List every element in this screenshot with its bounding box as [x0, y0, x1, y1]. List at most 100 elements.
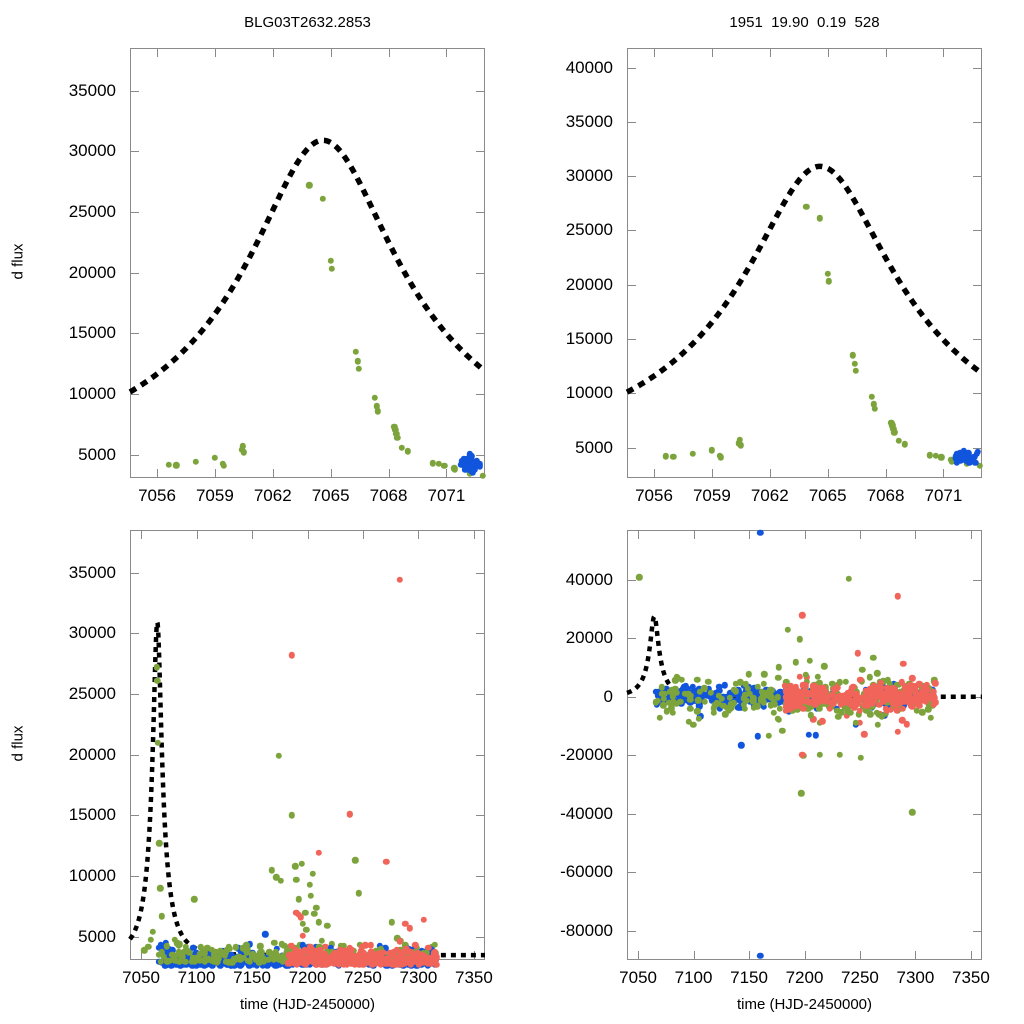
data-point-blue-survey — [469, 469, 476, 476]
y-tick-label-top-right-7: 40000 — [565, 57, 613, 77]
data-point-cadence — [869, 699, 876, 706]
data-point-cadence — [658, 684, 665, 691]
data-point-blue-survey — [190, 944, 197, 952]
data-point-cadence — [718, 695, 726, 702]
data-point-cadence — [701, 685, 708, 692]
data-point-green-survey — [281, 942, 288, 950]
data-point-cadence — [362, 953, 369, 960]
data-point-cadence — [883, 684, 891, 691]
data-point-cadence — [744, 685, 751, 693]
data-point-blue-survey — [262, 931, 269, 938]
data-point-cadence — [265, 956, 272, 963]
data-point-cadence — [360, 950, 367, 957]
data-point-cadence — [366, 954, 373, 962]
data-point-green-survey — [191, 896, 198, 903]
y-tick-label-bottom-right-4: 0 — [603, 686, 613, 706]
y-tick-label-top-right-6: 35000 — [565, 111, 613, 131]
data-point-red-survey — [396, 576, 403, 583]
data-point-green-survey — [240, 449, 248, 456]
data-point-cadence — [182, 958, 189, 965]
data-point-cadence — [318, 961, 325, 968]
data-point-cadence — [875, 711, 882, 718]
data-point-cadence — [312, 943, 319, 950]
data-point-cadence — [897, 694, 904, 702]
x-tick-label-top-left-0: 7056 — [138, 486, 176, 505]
data-point-cadence — [725, 706, 732, 714]
x-tick-top-right-3 — [827, 469, 829, 478]
data-point-cadence — [293, 961, 300, 968]
data-point-green-survey — [303, 926, 310, 933]
data-point-cadence — [283, 955, 290, 963]
data-point-cadence — [742, 691, 749, 698]
data-point-cadence — [810, 692, 818, 700]
data-point-green-survey — [441, 462, 448, 470]
x-tick-label-top-left-5: 7071 — [427, 486, 466, 505]
data-point-cadence — [877, 686, 884, 694]
data-point-cadence — [340, 961, 348, 969]
y-tick-label-top-right-2: 15000 — [565, 329, 613, 348]
data-point-cadence — [301, 946, 308, 953]
data-point-cadence — [163, 943, 170, 950]
data-point-cadence — [771, 701, 778, 708]
data-point-cadence — [816, 703, 823, 710]
data-point-cadence — [793, 686, 800, 693]
data-point-cadence — [171, 953, 178, 960]
data-point-cadence — [276, 961, 284, 968]
data-point-green-survey — [708, 447, 716, 454]
x-tick-label-top-right-4: 7068 — [866, 486, 905, 505]
x-tick-top-left-5 — [446, 469, 448, 478]
data-point-cadence — [822, 688, 829, 696]
y-tick-label-bottom-right-6: 40000 — [565, 569, 613, 589]
x-tick-top-left-1 — [214, 48, 216, 57]
data-point-cadence — [882, 710, 889, 718]
data-point-cadence — [690, 693, 697, 700]
data-point-red-survey — [908, 675, 916, 682]
data-point-green-survey — [435, 460, 442, 468]
data-point-cadence — [804, 689, 812, 697]
data-point-red-survey — [799, 611, 806, 619]
data-point-green-survey — [874, 721, 881, 729]
data-point-red-survey — [420, 916, 428, 924]
data-point-cadence — [158, 949, 165, 956]
data-point-cadence — [157, 958, 165, 965]
data-point-cadence — [303, 959, 310, 966]
data-point-cadence — [905, 690, 913, 697]
x-tick-top-right-2 — [769, 469, 771, 478]
data-point-cadence — [415, 961, 423, 968]
data-point-green-survey — [288, 812, 296, 819]
data-point-cadence — [402, 955, 409, 962]
data-point-cadence — [781, 682, 788, 689]
data-point-green-survey — [870, 400, 878, 408]
data-point-blue-survey — [962, 457, 970, 464]
data-point-cadence — [750, 698, 757, 705]
data-point-blue-survey — [958, 456, 965, 463]
data-point-cadence — [174, 940, 181, 947]
data-point-cadence — [754, 683, 761, 690]
data-point-cadence — [763, 692, 770, 699]
data-point-green-survey — [824, 270, 831, 278]
data-point-red-survey — [894, 728, 901, 736]
x-tick-top-right-3 — [827, 48, 829, 57]
data-point-cadence — [401, 949, 408, 956]
data-point-cadence — [870, 684, 877, 691]
data-point-cadence — [390, 948, 398, 956]
data-point-cadence — [337, 957, 344, 964]
data-point-green-survey — [857, 754, 865, 761]
y-tick-top-left-1 — [476, 394, 485, 396]
data-point-cadence — [654, 697, 662, 704]
data-point-red-survey — [903, 721, 910, 728]
data-point-cadence — [770, 698, 777, 705]
data-point-green-survey — [355, 889, 362, 897]
data-point-cadence — [377, 961, 385, 968]
data-point-cadence — [356, 960, 363, 967]
data-point-cadence — [389, 961, 396, 968]
y-tick-top-right-0 — [973, 447, 982, 449]
data-point-cadence — [743, 697, 750, 704]
data-point-cadence — [893, 707, 900, 714]
data-point-cadence — [181, 948, 188, 956]
data-point-green-survey — [429, 460, 437, 467]
data-point-cadence — [710, 709, 717, 717]
data-point-cadence — [165, 945, 173, 952]
data-point-cadence — [901, 698, 908, 705]
data-point-green-survey — [737, 442, 745, 449]
